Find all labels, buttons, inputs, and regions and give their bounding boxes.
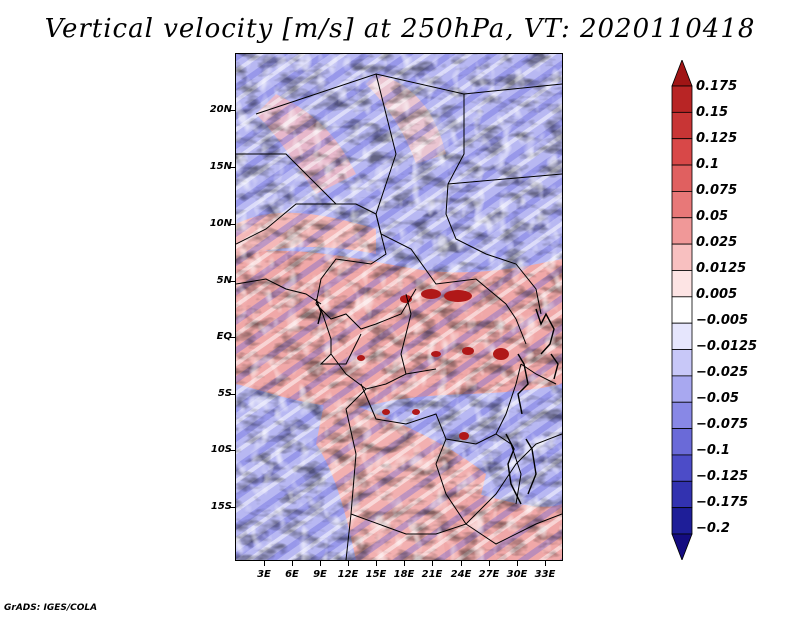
lat-tick [229,507,235,508]
colorbar-label: −0.025 [696,365,749,380]
lon-label-30e: 30E [506,569,528,580]
lon-tick [404,561,405,566]
lon-label-6e: 6E [285,569,299,580]
colorbar-segment [671,243,693,271]
lon-label-27e: 27E [478,569,500,580]
colorbar-segment [671,375,693,403]
lat-label-20n: 20N [209,104,232,115]
colorbar-label: 0.1 [696,157,720,172]
colorbar-label: −0.1 [696,443,730,458]
colorbar-label: 0.15 [696,105,729,120]
lon-tick [320,561,321,566]
grads-credit: GrADS: IGES/COLA [4,603,98,613]
lon-tick [517,561,518,566]
colorbar-label: −0.075 [696,417,749,432]
colorbar-label: −0.0125 [696,339,758,354]
velocity-field [236,54,562,560]
colorbar-label: 0.005 [696,287,738,302]
colorbar-segment [671,533,693,560]
colorbar-label: −0.005 [696,313,749,328]
lon-label-9e: 9E [313,569,327,580]
lon-label-12e: 12E [337,569,359,580]
lat-tick [229,337,235,338]
colorbar-label: −0.2 [696,521,730,536]
lon-tick [348,561,349,566]
lat-tick [229,450,235,451]
lat-tick [229,167,235,168]
lon-tick [292,561,293,566]
colorbar-segment [671,428,693,456]
colorbar-segment [671,454,693,482]
lon-tick [489,561,490,566]
lat-tick [229,281,235,282]
map-panel [235,53,563,561]
plot-title: Vertical velocity [m/s] at 250hPa, VT: 2… [44,14,756,44]
lon-tick [264,561,265,566]
lon-label-15e: 15E [365,569,387,580]
lon-tick [545,561,546,566]
lat-tick [229,110,235,111]
colorbar-label: 0.175 [696,79,738,94]
lat-label-15n: 15N [209,161,232,172]
lon-tick [461,561,462,566]
lon-tick [432,561,433,566]
colorbar-label: 0.125 [696,131,738,146]
lon-label-18e: 18E [393,569,415,580]
lat-tick [229,394,235,395]
colorbar-segment [671,164,693,192]
lat-label-10s: 10S [210,444,232,455]
colorbar [671,60,693,560]
lat-label-15s: 15S [210,501,232,512]
colorbar-label: 0.025 [696,235,738,250]
colorbar-segment [671,270,693,298]
lat-label-eq: EQ [216,331,232,342]
lat-tick [229,224,235,225]
colorbar-segment [671,60,693,87]
lon-label-21e: 21E [421,569,443,580]
colorbar-segment [671,296,693,324]
lon-tick [376,561,377,566]
colorbar-segment [671,111,693,140]
lon-label-24e: 24E [450,569,472,580]
colorbar-segment [671,217,693,245]
colorbar-label: 0.075 [696,183,738,198]
lon-label-33e: 33E [534,569,556,580]
colorbar-segment [671,401,693,429]
colorbar-segment [671,349,693,377]
colorbar-label: −0.05 [696,391,739,406]
colorbar-label: 0.05 [696,209,729,224]
lon-label-3e: 3E [257,569,271,580]
colorbar-segment [671,85,693,113]
colorbar-label: −0.175 [696,495,749,510]
colorbar-segment [671,480,693,509]
colorbar-segment [671,507,693,535]
colorbar-segment [671,191,693,219]
colorbar-segment [671,322,693,350]
lat-label-5s: 5S [217,388,232,399]
colorbar-label: −0.125 [696,469,749,484]
colorbar-label: 0.0125 [696,261,747,276]
lat-label-5n: 5N [216,275,232,286]
colorbar-segment [671,138,693,166]
lat-label-10n: 10N [209,218,232,229]
